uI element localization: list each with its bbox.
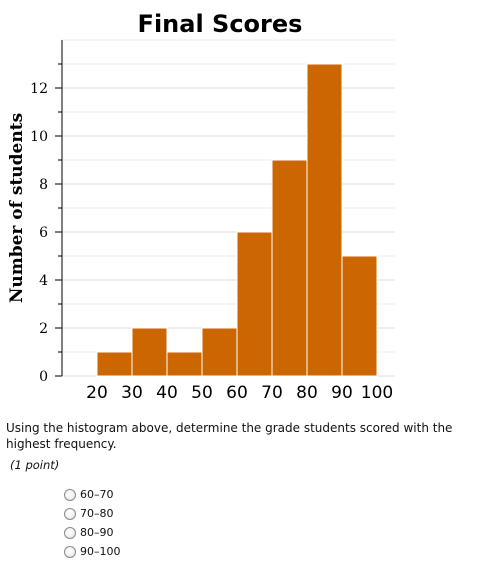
radio-button[interactable] (64, 507, 76, 520)
y-axis-ticks: 0 2 4 6 8 10 12 (30, 63, 62, 385)
option-label: 70–80 (80, 507, 114, 520)
x-tick-label: 30 (121, 383, 143, 403)
y-tick-label: 4 (39, 273, 48, 289)
option-label: 90–100 (80, 545, 121, 558)
histogram-bar (201, 327, 238, 377)
radio-button[interactable] (64, 526, 76, 539)
y-tick-label: 12 (30, 81, 48, 97)
histogram-bar (236, 231, 273, 377)
question-points: (1 point) (10, 458, 60, 472)
option-90-100[interactable]: 90–100 (64, 542, 121, 561)
option-label: 60–70 (80, 488, 114, 501)
x-tick-label: 90 (331, 383, 353, 403)
option-60-70[interactable]: 60–70 (64, 485, 121, 504)
histogram-bar (271, 159, 308, 377)
option-70-80[interactable]: 70–80 (64, 504, 121, 523)
y-tick-label: 2 (39, 321, 48, 337)
y-tick-label: 10 (30, 129, 48, 145)
answer-options: 60–70 70–80 80–90 90–100 (64, 485, 121, 561)
chart-title: Final Scores (138, 10, 303, 38)
x-tick-label: 60 (226, 383, 248, 403)
option-label: 80–90 (80, 526, 114, 539)
x-tick-label: 70 (261, 383, 283, 403)
x-tick-label: 20 (86, 383, 108, 403)
radio-button[interactable] (64, 545, 76, 558)
x-tick-label: 100 (361, 383, 393, 403)
histogram-bar (341, 255, 378, 377)
y-tick-label: 6 (39, 225, 48, 241)
histogram-chart: Final Scores Number of students 0 2 4 6 8 10 1… (7, 10, 395, 403)
option-80-90[interactable]: 80–90 (64, 523, 121, 542)
question-text: Using the histogram above, determine the… (6, 421, 453, 451)
x-tick-label: 40 (156, 383, 178, 403)
y-tick-label: 0 (39, 369, 48, 385)
radio-button[interactable] (64, 488, 76, 501)
x-axis-ticks: 20 30 40 50 60 70 80 90 100 (86, 383, 393, 403)
histogram-bar (306, 63, 343, 377)
histogram-bar (166, 351, 203, 377)
histogram-bar (96, 351, 133, 377)
y-axis-label: Number of students (7, 113, 27, 303)
histogram-bar (131, 327, 168, 377)
y-tick-label: 8 (39, 177, 48, 193)
x-tick-label: 80 (296, 383, 318, 403)
bars (96, 63, 378, 377)
x-tick-label: 50 (191, 383, 213, 403)
